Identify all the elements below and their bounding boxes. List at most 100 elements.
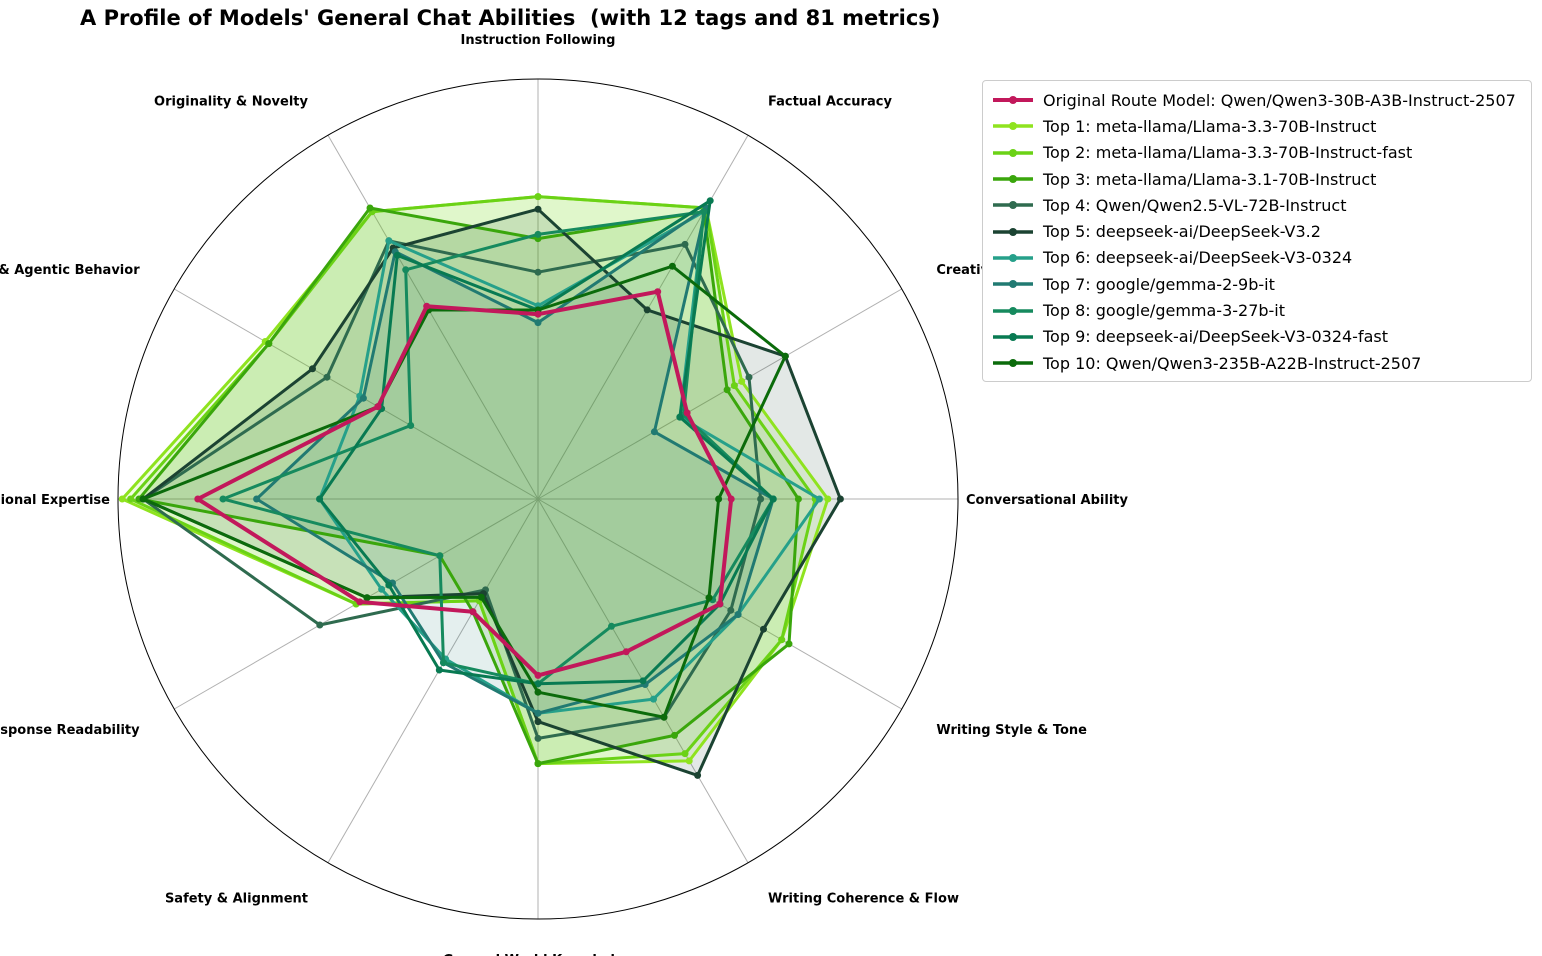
series-point — [650, 428, 658, 436]
series-point — [654, 288, 662, 296]
series-point — [534, 760, 542, 768]
legend-label: Top 9: deepseek-ai/DeepSeek-V3-0324-fast — [1043, 327, 1388, 347]
series-point — [440, 659, 447, 667]
series-point — [757, 495, 765, 503]
series-point — [534, 193, 542, 201]
series-point — [436, 552, 444, 560]
series-point — [836, 495, 844, 503]
series-point — [727, 606, 735, 614]
series-point — [534, 205, 542, 213]
series-point — [323, 373, 331, 381]
series-point — [705, 594, 713, 602]
series-point — [393, 251, 401, 259]
legend-swatch — [993, 253, 1033, 262]
series-point — [706, 197, 714, 205]
legend-label: Top 6: deepseek-ai/DeepSeek-V3-0324 — [1043, 248, 1353, 268]
series-point — [794, 495, 802, 503]
legend-label: Top 8: google/gemma-3-27b-it — [1043, 301, 1286, 321]
series-point — [824, 495, 832, 503]
legend-swatch — [993, 332, 1033, 341]
series-point — [253, 495, 261, 503]
series-fill — [122, 196, 828, 764]
series-point — [778, 636, 786, 644]
series-point — [715, 495, 723, 503]
series-point — [608, 622, 615, 630]
series-point — [316, 621, 324, 629]
legend-swatch — [993, 96, 1033, 105]
series-point — [681, 240, 689, 248]
category-label: General World Knowledge — [443, 953, 633, 956]
legend-swatch — [993, 227, 1033, 236]
legend-item: Top 7: google/gemma-2-9b-it — [991, 271, 1523, 297]
series-fill — [256, 208, 774, 714]
legend-item: Top 10: Qwen/Qwen3-235B-A22B-Instruct-25… — [991, 350, 1523, 376]
series-point — [760, 625, 767, 633]
series-point — [643, 306, 651, 314]
series-point — [650, 695, 657, 703]
series-point — [785, 640, 793, 648]
series-point — [534, 709, 542, 717]
legend-item: Top 1: meta-llama/Llama-3.3-70B-Instruct — [991, 113, 1523, 139]
legend-swatch — [993, 201, 1033, 210]
legend-swatch — [993, 122, 1033, 131]
chart-title: A Profile of Models' General Chat Abilit… — [80, 6, 941, 30]
category-label: Response Readability — [0, 723, 140, 738]
category-label: Factual Accuracy — [768, 95, 892, 110]
category-label: Writing Style & Tone — [936, 723, 1087, 738]
series-point — [385, 237, 393, 245]
series-point — [435, 666, 443, 674]
series-point — [407, 422, 415, 429]
legend-label: Top 7: google/gemma-2-9b-it — [1043, 274, 1275, 294]
series-point — [730, 382, 738, 390]
radar-spoke — [174, 288, 539, 500]
legend-item: Top 6: deepseek-ai/DeepSeek-V3-0324 — [991, 245, 1523, 271]
legend-swatch — [993, 306, 1033, 315]
legend-swatch — [993, 175, 1033, 184]
legend: Original Route Model: Qwen/Qwen3-30B-A3B… — [982, 80, 1532, 383]
legend-item: Top 2: meta-llama/Llama-3.3-70B-Instruct… — [991, 140, 1523, 166]
legend-label: Top 4: Qwen/Qwen2.5-VL-72B-Instruct — [1043, 195, 1347, 215]
legend-swatch — [993, 359, 1033, 368]
legend-item: Top 5: deepseek-ai/DeepSeek-V3.2 — [991, 218, 1523, 244]
series-point — [309, 365, 316, 373]
series-point — [534, 718, 542, 726]
series-point — [265, 340, 273, 348]
series-point — [127, 495, 135, 503]
series-point — [139, 495, 147, 503]
category-label: Conversational Ability — [966, 493, 1128, 508]
radar-spoke — [327, 498, 539, 863]
category-label: Safety & Alignment — [165, 891, 308, 906]
series-fills — [122, 196, 841, 776]
legend-item: Top 8: google/gemma-3-27b-it — [991, 297, 1523, 323]
series-point — [359, 394, 367, 402]
series-point — [534, 230, 542, 238]
legend-item: Top 4: Qwen/Qwen2.5-VL-72B-Instruct — [991, 192, 1523, 218]
series-point — [363, 594, 371, 602]
series-point — [668, 262, 676, 270]
series-point — [534, 671, 542, 679]
series-point — [734, 611, 742, 618]
series-point — [781, 352, 789, 360]
legend-item: Top 3: meta-llama/Llama-3.1-70B-Instruct — [991, 166, 1523, 192]
series-point — [694, 771, 702, 779]
series-point — [683, 409, 691, 417]
category-label: Writing Coherence & Flow — [768, 891, 959, 906]
series-point — [639, 677, 647, 685]
series-point — [366, 204, 374, 212]
series-point — [356, 598, 364, 606]
legend-label: Top 10: Qwen/Qwen3-235B-A22B-Instruct-25… — [1043, 353, 1422, 373]
series-point — [469, 608, 477, 616]
series-point — [477, 593, 485, 601]
series-point — [622, 648, 630, 656]
legend-label: Original Route Model: Qwen/Qwen3-30B-A3B… — [1043, 90, 1516, 110]
series-point — [660, 713, 668, 721]
series-point — [534, 688, 542, 696]
legend-item: Original Route Model: Qwen/Qwen3-30B-A3B… — [991, 87, 1523, 113]
series-point — [385, 581, 393, 589]
series-point — [534, 310, 542, 318]
series-point — [374, 403, 382, 411]
series-point — [534, 734, 542, 742]
series-point — [316, 495, 324, 503]
